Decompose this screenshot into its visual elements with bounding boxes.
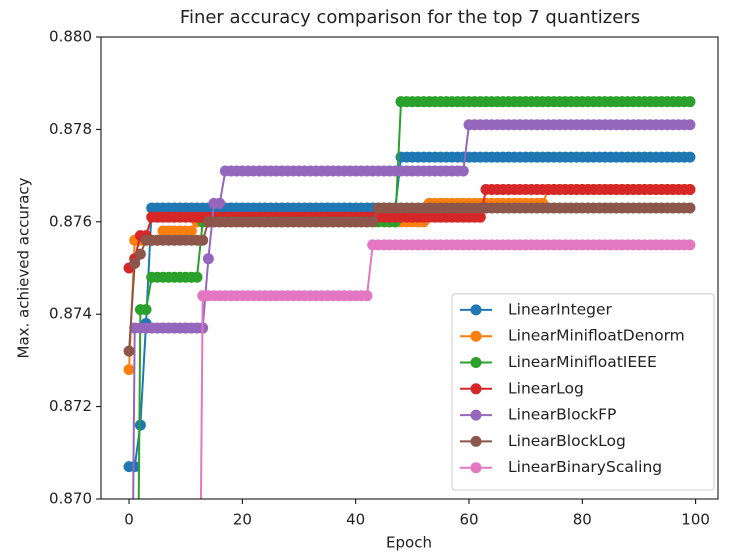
x-tick-label: 100 — [681, 511, 710, 529]
y-tick-label: 0.878 — [49, 120, 92, 138]
series-marker — [123, 345, 135, 357]
series-marker — [684, 239, 696, 251]
x-tick-label: 0 — [124, 511, 134, 529]
x-tick-label: 20 — [233, 511, 252, 529]
legend-swatch-marker — [470, 435, 482, 447]
legend-label: LinearMinifloatIEEE — [508, 353, 657, 371]
series-marker — [684, 202, 696, 214]
legend-swatch-marker — [470, 383, 482, 395]
series-marker — [129, 461, 141, 473]
series-marker — [123, 364, 135, 376]
series-marker — [134, 248, 146, 260]
y-axis-label: Max. achieved accuracy — [15, 177, 33, 358]
y-tick-label: 0.872 — [49, 397, 92, 415]
series-marker — [367, 216, 379, 228]
y-tick-label: 0.870 — [49, 490, 92, 508]
series-marker — [140, 304, 152, 316]
legend-label: LinearBlockFP — [508, 406, 616, 424]
series-marker — [191, 271, 203, 283]
chart-title: Finer accuracy comparison for the top 7 … — [180, 7, 640, 28]
series-marker — [457, 165, 469, 177]
y-tick-label: 0.876 — [49, 212, 92, 230]
series-marker — [684, 183, 696, 195]
series-marker — [185, 225, 197, 237]
x-axis-label: Epoch — [386, 534, 432, 552]
series-marker — [129, 257, 141, 269]
y-tick-label: 0.880 — [49, 28, 92, 46]
x-tick-label: 80 — [573, 511, 592, 529]
legend-swatch-marker — [470, 330, 482, 342]
legend-swatch-marker — [470, 409, 482, 421]
legend-label: LinearMinifloatDenorm — [508, 327, 685, 345]
legend-swatch-marker — [470, 462, 482, 474]
x-tick-label: 60 — [459, 511, 478, 529]
legend-label: LinearBlockLog — [508, 432, 626, 450]
series-marker — [361, 290, 373, 302]
series-marker — [214, 197, 226, 209]
series-marker — [474, 211, 486, 223]
y-tick-label: 0.874 — [49, 305, 92, 323]
series-marker — [684, 119, 696, 131]
legend-label: LinearLog — [508, 379, 584, 397]
legend-swatch-marker — [470, 357, 482, 368]
axes-frame — [100, 36, 719, 500]
series-marker — [684, 96, 696, 108]
series-marker — [134, 419, 146, 431]
legend-label: LinearInteger — [508, 300, 613, 318]
legend-box — [451, 293, 715, 491]
plot-area — [123, 96, 696, 499]
legend-label: LinearBinaryScaling — [508, 458, 662, 476]
x-tick-label: 40 — [346, 511, 365, 529]
series-marker — [202, 253, 214, 265]
series-marker — [684, 151, 696, 163]
series-marker — [197, 234, 209, 246]
legend-swatch-marker — [470, 304, 482, 316]
